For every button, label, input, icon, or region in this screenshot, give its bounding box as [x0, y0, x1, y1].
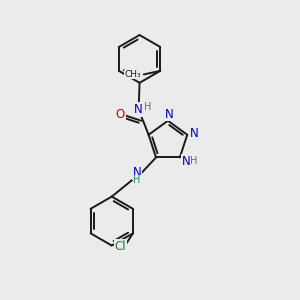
Text: CH₃: CH₃ [125, 70, 141, 79]
Text: O: O [116, 108, 125, 121]
Text: N: N [165, 108, 174, 121]
Text: N: N [134, 103, 143, 116]
Text: H: H [190, 156, 198, 166]
Text: N: N [190, 127, 199, 140]
Text: N: N [182, 154, 191, 168]
Text: N: N [133, 166, 142, 179]
Text: Cl: Cl [114, 240, 126, 253]
Text: H: H [144, 102, 151, 112]
Text: H: H [134, 176, 141, 185]
